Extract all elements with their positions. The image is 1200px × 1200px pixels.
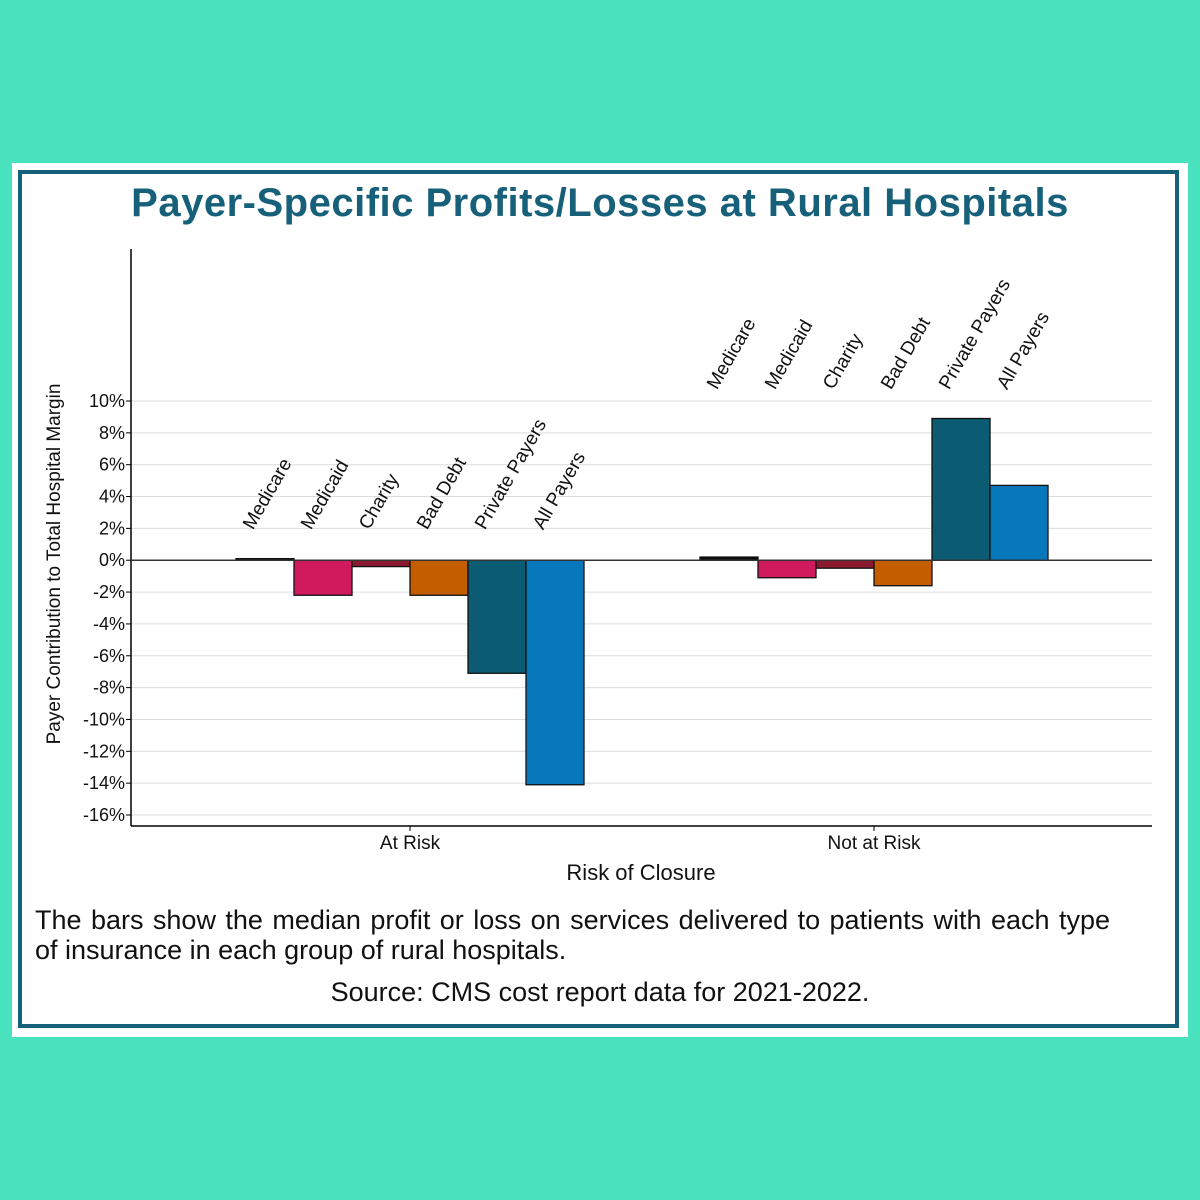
bar-label: All Payers (529, 449, 590, 534)
bar-label: Bad Debt (877, 313, 935, 393)
bar-label: Bad Debt (413, 453, 471, 533)
bar (525, 559, 585, 786)
y-tick-label: 8% (99, 423, 125, 443)
x-axis-categories: At Risk Not at Risk (380, 826, 921, 854)
bar (815, 559, 875, 569)
y-tick-label: -8% (93, 678, 125, 698)
y-tick-label: -12% (83, 741, 125, 761)
bar-label: All Payers (993, 308, 1054, 393)
bar-label: Medicaid (761, 317, 817, 393)
bar (467, 559, 527, 674)
y-tick-label: -6% (93, 646, 125, 666)
y-axis-ticks: 10% 8% 6% 4% 2% 0% -2% -4% -6% -8% -10% -12% -14% -16… (83, 391, 131, 825)
bar (989, 484, 1049, 561)
bar-label: Charity (819, 330, 868, 393)
y-tick-label: 4% (99, 487, 125, 507)
y-tick-label: -16% (83, 805, 125, 825)
chart-title: Payer-Specific Profits/Losses at Rural H… (131, 181, 1069, 225)
y-tick-label: 2% (99, 518, 125, 538)
y-tick-label: 10% (89, 391, 125, 411)
y-tick-label: 0% (99, 550, 125, 570)
bar (351, 559, 411, 568)
axes (130, 249, 1152, 827)
card-border (18, 170, 1179, 1028)
bar (931, 417, 991, 561)
bar-label: Medicare (239, 455, 296, 533)
bar (757, 559, 817, 579)
bar-chart: 10% 8% 6% 4% 2% 0% -2% -4% -6% -8% -10% -12% -14% -16… (44, 249, 1152, 885)
x-category-label: At Risk (380, 833, 441, 854)
bar (293, 559, 353, 596)
bar-label: Medicaid (297, 457, 353, 533)
bar (409, 559, 469, 596)
bar-label: Charity (355, 470, 404, 533)
source-note: Source: CMS cost report data for 2021-20… (330, 977, 870, 1007)
bars (235, 417, 1049, 786)
y-tick-label: -14% (83, 773, 125, 793)
y-tick-label: 6% (99, 455, 125, 475)
y-tick-label: -2% (93, 582, 125, 602)
bar (873, 559, 933, 587)
x-category-label: Not at Risk (828, 833, 921, 854)
y-tick-label: -10% (83, 709, 125, 729)
y-axis-label: Payer Contribution to Total Hospital Mar… (44, 384, 65, 745)
x-axis-label: Risk of Closure (566, 860, 715, 885)
chart-card: Payer-Specific Profits/Losses at Rural H… (12, 163, 1188, 1037)
y-tick-label: -4% (93, 614, 125, 634)
bar-label: Medicare (703, 315, 760, 393)
caption: The bars show the median profit or loss … (35, 905, 1110, 965)
